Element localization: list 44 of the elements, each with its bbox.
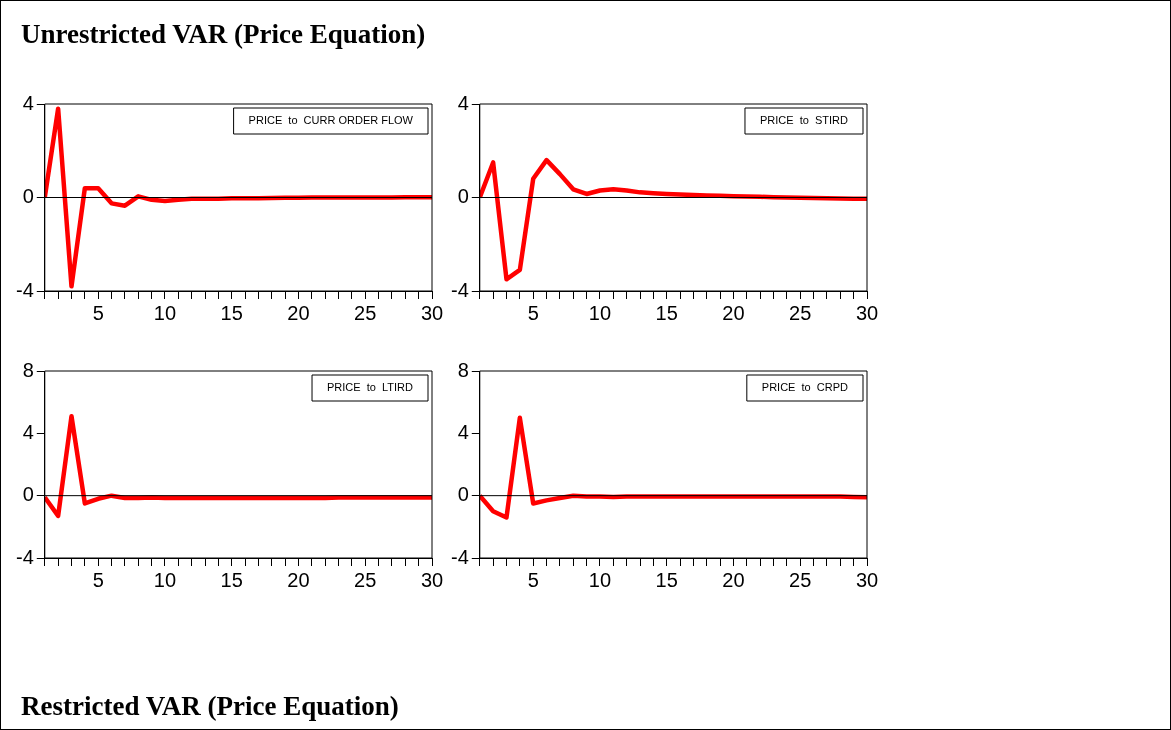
x-tick-label: 20 <box>287 301 310 324</box>
y-tick-label: 0 <box>457 483 469 506</box>
x-tick-label: 20 <box>287 568 310 591</box>
x-tick-label: 15 <box>655 568 678 591</box>
x-tick-label: 10 <box>588 568 612 591</box>
text: PRICE to STIRD <box>759 114 849 127</box>
x-tick-label: 15 <box>220 301 243 324</box>
text: PRICE to CRPD <box>761 381 849 394</box>
x-tick-label: 5 <box>527 568 539 591</box>
y-tick-label: 4 <box>457 91 469 114</box>
y-tick-label: 8 <box>457 358 469 381</box>
y-tick-label: 4 <box>22 91 34 114</box>
x-tick-label: 10 <box>153 301 177 324</box>
x-tick-label: 10 <box>588 301 612 324</box>
x-tick-label: 20 <box>722 301 745 324</box>
text: Restricted VAR (Price Equation) <box>21 691 399 722</box>
x-tick-label: 15 <box>655 301 678 324</box>
x-tick-label: 25 <box>354 301 377 324</box>
y-tick-label: -4 <box>15 278 34 301</box>
text: Unrestricted VAR (Price Equation) <box>21 19 426 50</box>
x-tick-label: 25 <box>354 568 377 591</box>
text: PRICE to LTIRD <box>327 381 414 394</box>
y-tick-label: 0 <box>22 185 34 208</box>
y-tick-label: 8 <box>22 358 34 381</box>
text: PRICE to CURR ORDER FLOW <box>248 114 414 127</box>
x-tick-label: 30 <box>420 301 444 324</box>
x-tick-label: 5 <box>527 301 539 324</box>
y-tick-label: -4 <box>15 545 34 568</box>
y-tick-label: 4 <box>22 420 34 443</box>
y-tick-label: -4 <box>450 278 469 301</box>
x-tick-label: 30 <box>855 568 879 591</box>
x-tick-label: 5 <box>92 301 104 324</box>
x-tick-label: 5 <box>92 568 104 591</box>
y-tick-label: -4 <box>450 545 469 568</box>
x-tick-label: 25 <box>789 301 812 324</box>
y-tick-label: 0 <box>457 185 469 208</box>
x-tick-label: 20 <box>722 568 745 591</box>
x-tick-label: 10 <box>153 568 177 591</box>
x-tick-label: 15 <box>220 568 243 591</box>
x-tick-label: 25 <box>789 568 812 591</box>
y-tick-label: 0 <box>22 483 34 506</box>
y-tick-label: 4 <box>457 420 469 443</box>
x-tick-label: 30 <box>420 568 444 591</box>
x-tick-label: 30 <box>855 301 879 324</box>
